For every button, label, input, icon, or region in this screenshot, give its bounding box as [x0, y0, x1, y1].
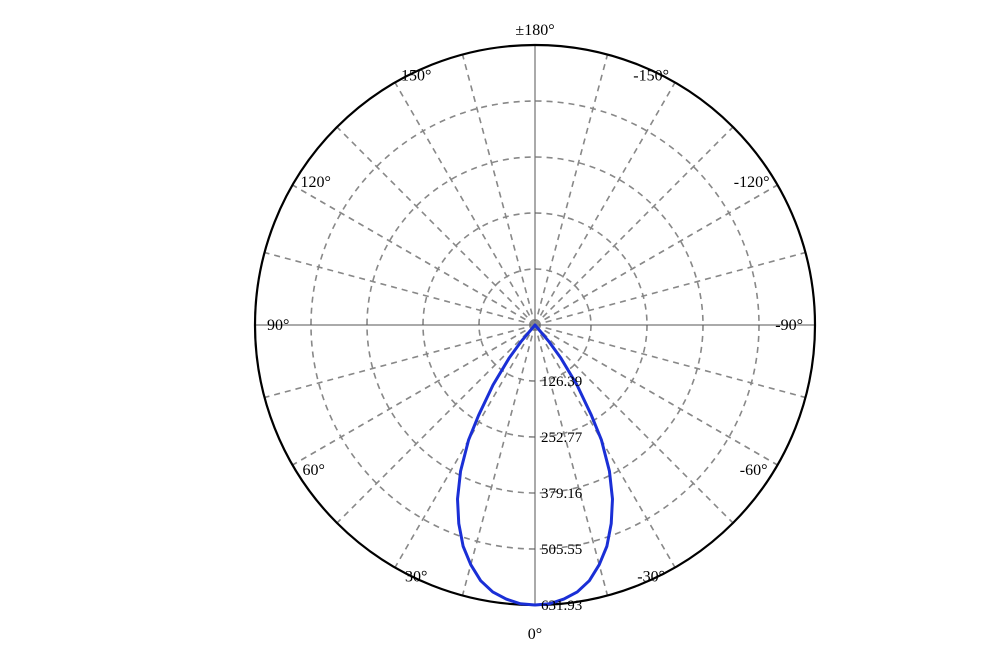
radial-label: 126.39 — [541, 374, 582, 390]
radial-label: 505.55 — [541, 542, 582, 558]
chart-background — [0, 0, 981, 652]
angle-label: -120° — [734, 174, 770, 191]
angle-label: -30° — [637, 568, 665, 585]
angle-label: 0° — [528, 626, 542, 643]
angle-label: ±180° — [515, 22, 554, 39]
angle-label: 90° — [267, 317, 289, 334]
radial-label: 631.93 — [541, 598, 582, 614]
angle-label: -90° — [775, 317, 803, 334]
polar-chart: 126.39 252.77 379.16 505.55 631.93 0° 30° 60° 90… — [0, 0, 981, 652]
angle-label: -60° — [740, 462, 768, 479]
angle-label: -150° — [633, 68, 669, 85]
angle-label: 150° — [401, 68, 431, 85]
angle-label: 30° — [405, 568, 427, 585]
angle-label: 120° — [301, 174, 331, 191]
polar-svg: 126.39 252.77 379.16 505.55 631.93 0° 30° 60° 90… — [0, 0, 981, 652]
angle-label: 60° — [303, 462, 325, 479]
radial-label: 252.77 — [541, 430, 583, 446]
radial-label: 379.16 — [541, 486, 583, 502]
